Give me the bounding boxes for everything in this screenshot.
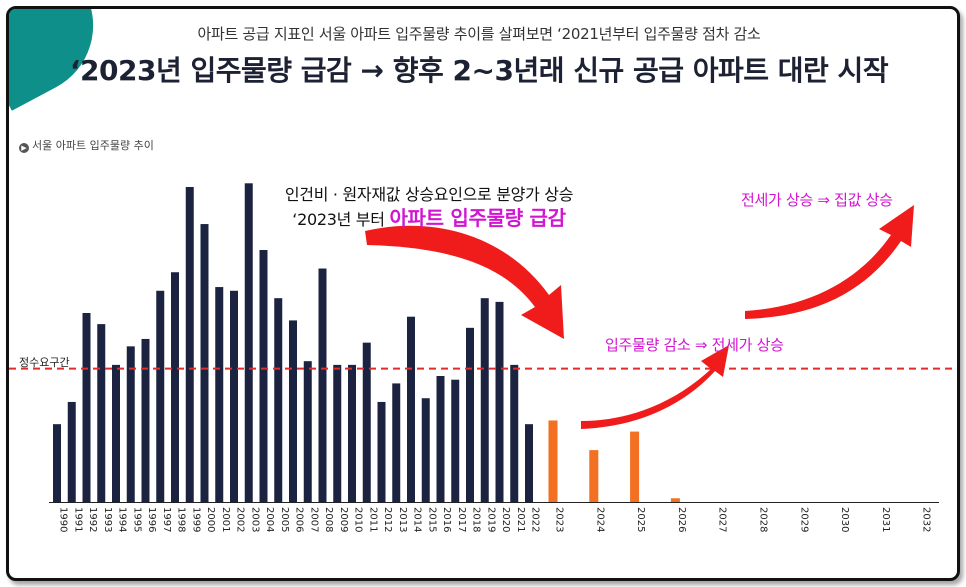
x-tick-2031: 2031 [880,507,891,532]
x-tick-2004: 2004 [264,507,275,532]
x-tick-1991: 1991 [72,507,83,532]
x-tick-2013: 2013 [397,507,408,532]
x-tick-2020: 2020 [500,507,511,532]
x-tick-1996: 1996 [146,507,157,532]
bar-2006 [289,320,297,502]
x-tick-2011: 2011 [367,507,378,532]
annotation-drop: ‘2023년 부터 아파트 입주물량 급감 [239,202,619,231]
bar-2010 [348,364,356,502]
bar-2020 [495,301,504,502]
x-tick-2025: 2025 [635,507,646,532]
annotation-drop-emphasis: 아파트 입주물량 급감 [389,206,566,230]
x-tick-1990: 1990 [58,507,69,532]
bar-1991 [67,401,76,502]
x-tick-1997: 1997 [161,507,172,532]
bar-2001 [215,287,224,502]
x-tick-2009: 2009 [338,507,349,532]
bar-2021 [510,364,519,502]
bar-1995 [126,346,135,502]
x-tick-2026: 2026 [676,507,687,532]
reference-line-label: 정수요구간 [19,355,70,369]
annotation-price-effect: 전세가 상승 ⇒ 집값 상승 [741,191,893,209]
bar-2015 [421,398,430,502]
bar-1994 [112,364,120,502]
x-tick-2015: 2015 [426,507,437,532]
x-tick-2019: 2019 [485,507,496,532]
bar-2004 [259,250,268,502]
bar-2023 [548,420,558,502]
bar-2025 [630,431,640,502]
x-tick-1994: 1994 [117,507,128,532]
x-tick-2007: 2007 [308,507,319,532]
curved-arrow-up-large [745,205,914,319]
bar-2008 [318,268,327,502]
annotation-supply-effect: 입주물량 감소 ⇒ 전세가 상승 [605,336,784,354]
bar-1999 [185,187,194,502]
bar-2011 [362,342,371,502]
x-tick-1993: 1993 [102,507,113,532]
play-bullet-icon: ▶ [19,143,29,153]
x-tick-2008: 2008 [323,507,334,532]
chart-label-text: 서울 아파트 입주물량 추이 [32,139,154,152]
bar-2018 [466,327,474,502]
bar-2007 [303,361,312,502]
bar-2012 [377,401,386,502]
x-tick-2006: 2006 [294,507,305,532]
x-tick-2028: 2028 [758,507,769,532]
annotation-cause: 인건비 · 원자재값 상승요인으로 분양가 상승 [284,185,574,204]
bar-2026 [670,498,680,502]
bar-1992 [82,313,91,502]
bar-1990 [53,424,61,502]
bar-2000 [200,224,209,502]
x-tick-2001: 2001 [220,507,231,532]
bar-2024 [589,450,599,502]
x-tick-2002: 2002 [235,507,246,532]
bar-1993 [97,324,106,502]
bar-2013 [392,383,401,502]
annotation-drop-prefix: ‘2023년 부터 [292,210,385,229]
curved-arrow-up-small [581,345,729,429]
bar-1998 [171,272,179,502]
x-tick-2027: 2027 [717,507,728,532]
x-tick-2017: 2017 [456,507,467,532]
page-subtitle: 아파트 공급 지표인 서울 아파트 입주물량 추이를 살펴보면 ‘2021년부터… [197,25,761,43]
x-tick-2030: 2030 [839,507,850,532]
x-tick-1995: 1995 [131,507,142,532]
bar-2022 [525,424,533,502]
bar-1997 [156,290,165,502]
bar-1996 [141,338,150,502]
bar-2003 [244,183,253,502]
x-tick-1999: 1999 [190,507,201,532]
bar-2002 [230,290,238,502]
x-tick-2003: 2003 [249,507,260,532]
bar-2005 [274,298,283,502]
x-tick-2005: 2005 [279,507,290,532]
x-tick-2022: 2022 [530,507,541,532]
chart-label: ▶ 서울 아파트 입주물량 추이 [19,137,154,153]
x-tick-2012: 2012 [382,507,393,532]
x-tick-2018: 2018 [471,507,482,532]
x-tick-2010: 2010 [353,507,364,532]
x-tick-2024: 2024 [594,507,605,532]
x-tick-2029: 2029 [798,507,809,532]
x-tick-1992: 1992 [87,507,98,532]
x-tick-2023: 2023 [554,507,565,532]
curved-arrow-down [365,225,564,339]
page-title: ‘2023년 입주물량 급감 → 향후 2~3년래 신규 공급 아파트 대란 시… [69,54,889,87]
x-tick-2032: 2032 [921,507,932,532]
bar-2016 [436,376,445,502]
x-tick-2021: 2021 [515,507,526,532]
bar-2014 [407,316,415,502]
x-tick-2000: 2000 [205,507,216,532]
bar-chart: 1990 1991 1992 1993 1994 1995 1996 1997 1998 1999… [9,183,957,532]
x-tick-2016: 2016 [441,507,452,532]
x-tick-1998: 1998 [176,507,187,532]
bar-2017 [451,379,460,502]
x-tick-2014: 2014 [412,507,423,532]
bar-2009 [333,364,342,502]
bar-2019 [480,298,489,502]
infographic-frame: 아파트 공급 지표인 서울 아파트 입주물량 추이를 살펴보면 ‘2021년부터… [6,6,960,581]
